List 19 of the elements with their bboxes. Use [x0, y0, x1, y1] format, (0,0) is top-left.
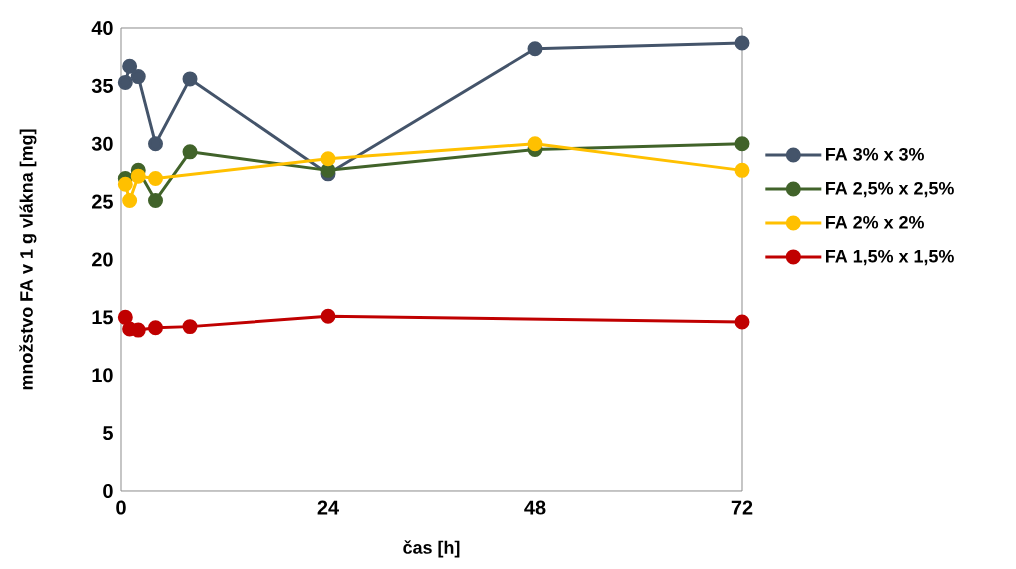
y-tick-label: 30	[91, 136, 113, 151]
y-tick-label: 5	[103, 426, 113, 441]
x-tick-label: 0	[116, 500, 126, 515]
x-tick-label: 24	[317, 500, 339, 515]
legend-label: FA 2% x 2%	[826, 215, 924, 229]
y-tick-label: 25	[92, 194, 113, 209]
x-axis-title: čas [h]	[403, 540, 460, 558]
y-tick-label: 35	[91, 78, 113, 93]
y-tick-label: 20	[92, 252, 113, 267]
y-tick-label: 10	[92, 368, 113, 383]
x-tick-label: 72	[731, 500, 753, 515]
y-axis-title: množstvo FA v 1 g vlákna [mg]	[19, 129, 37, 390]
x-tick-label: 48	[524, 500, 546, 515]
legend-label: FA 1,5% x 1,5%	[826, 249, 954, 266]
y-tick-label: 15	[92, 310, 113, 325]
legend-label: FA 3% x 3%	[826, 147, 924, 161]
y-tick-label: 0	[103, 483, 113, 499]
legend-label: FA 2,5% x 2,5%	[826, 181, 954, 198]
y-tick-label: 40	[91, 20, 113, 36]
